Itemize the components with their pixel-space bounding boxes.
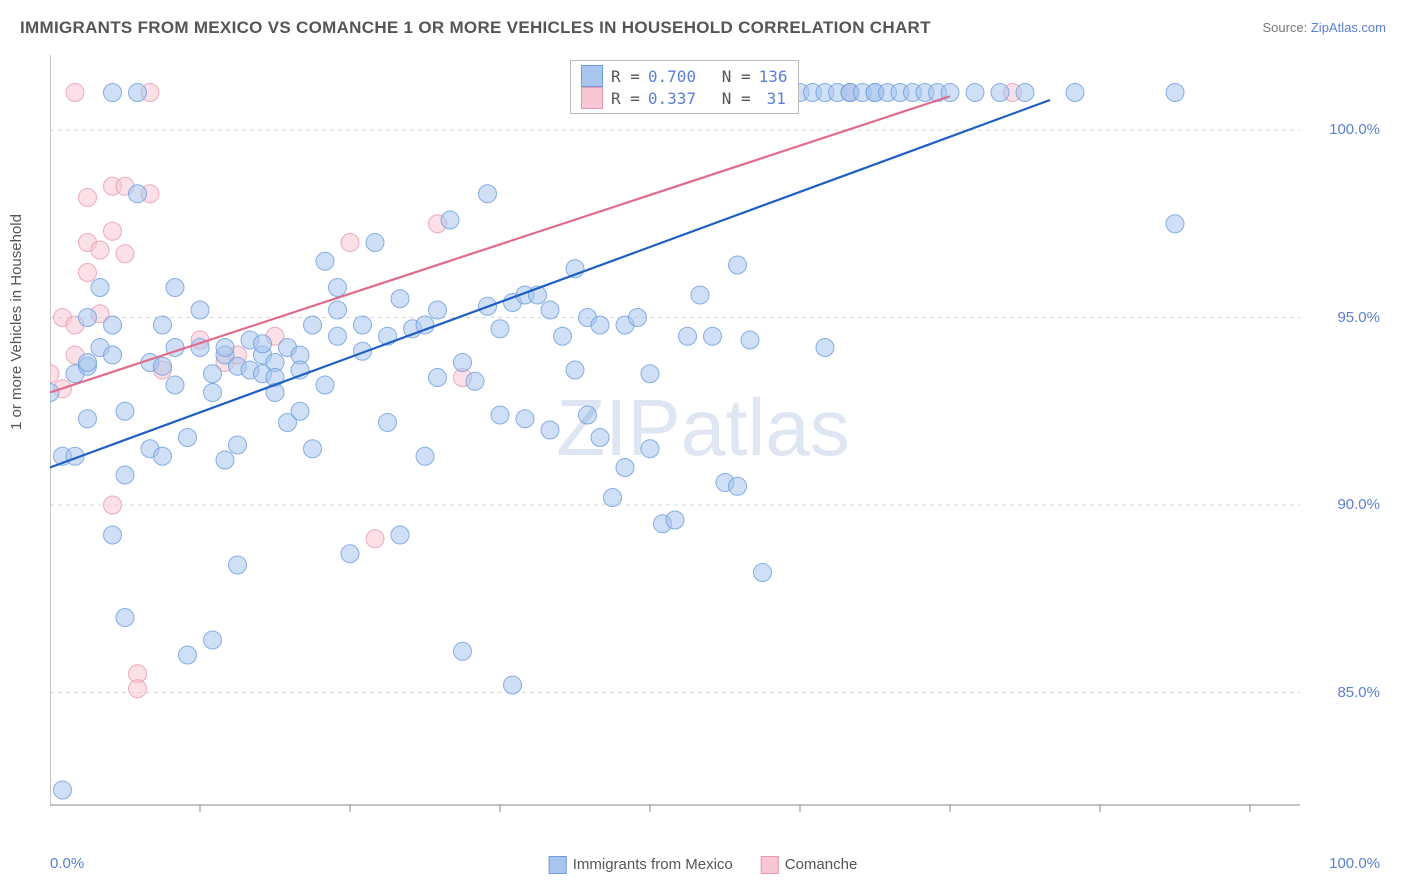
y-tick-label: 90.0% <box>1300 496 1380 513</box>
y-axis-label: 1 or more Vehicles in Household <box>8 214 25 430</box>
chart-title: IMMIGRANTS FROM MEXICO VS COMANCHE 1 OR … <box>20 18 931 38</box>
legend-N-series2: 31 <box>759 89 786 108</box>
legend-swatch-series1 <box>581 65 603 87</box>
chart-svg <box>50 55 1380 825</box>
legend-row-series2: R = 0.337 N = 31 <box>581 87 788 109</box>
legend-N-series1: 136 <box>759 67 788 86</box>
legend-label-series1: Immigrants from Mexico <box>573 856 733 873</box>
y-tick-label: 100.0% <box>1300 121 1380 138</box>
legend-swatch-series2 <box>581 87 603 109</box>
x-axis-max: 100.0% <box>1329 855 1380 872</box>
source-label: Source: ZipAtlas.com <box>1262 20 1386 35</box>
legend-correlation: R = 0.700 N = 136 R = 0.337 N = 31 <box>570 60 799 114</box>
legend-series: Immigrants from Mexico Comanche <box>549 856 858 874</box>
legend-item-series1: Immigrants from Mexico <box>549 856 733 874</box>
legend-item-series2: Comanche <box>761 856 858 874</box>
legend-row-series1: R = 0.700 N = 136 <box>581 65 788 87</box>
legend-R-label: R = <box>611 67 640 86</box>
x-axis-min: 0.0% <box>50 855 84 872</box>
legend-swatch-icon <box>761 856 779 874</box>
legend-N-label: N = <box>722 89 751 108</box>
legend-R-series2: 0.337 <box>648 89 696 108</box>
scatter-chart <box>50 55 1380 825</box>
legend-R-label: R = <box>611 89 640 108</box>
legend-swatch-icon <box>549 856 567 874</box>
legend-label-series2: Comanche <box>785 856 858 873</box>
legend-N-label: N = <box>722 67 751 86</box>
legend-R-series1: 0.700 <box>648 67 696 86</box>
source-prefix: Source: <box>1262 20 1310 35</box>
y-tick-label: 95.0% <box>1300 309 1380 326</box>
y-tick-label: 85.0% <box>1300 684 1380 701</box>
source-link[interactable]: ZipAtlas.com <box>1311 20 1386 35</box>
